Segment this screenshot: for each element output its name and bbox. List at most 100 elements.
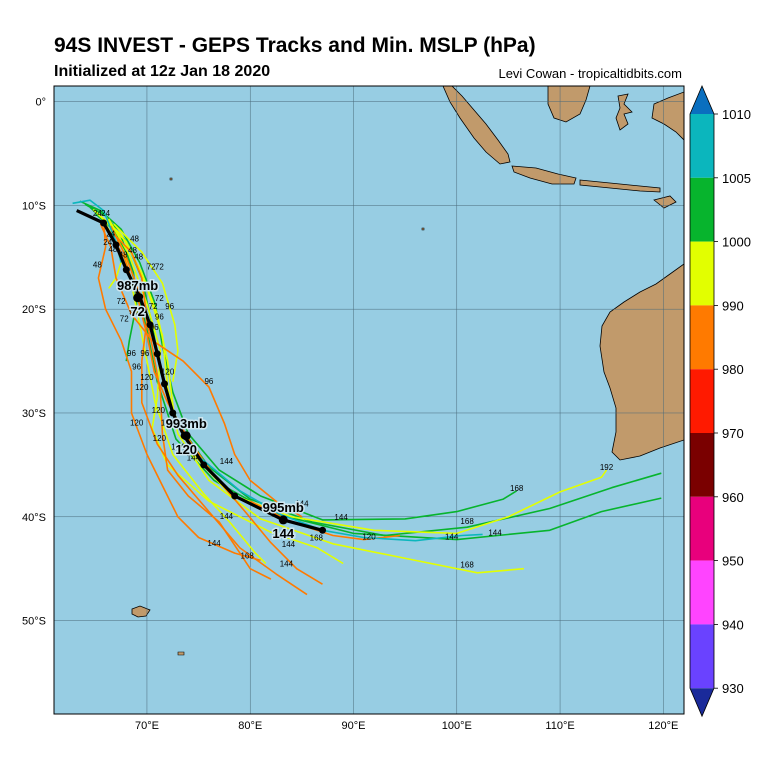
kerguelen-island — [131, 605, 151, 618]
forecast-hour-label: 168 — [460, 561, 474, 570]
colorbar-segment — [690, 305, 714, 370]
forecast-hour-label: 48 — [93, 261, 102, 270]
forecast-hour-label: 144 — [280, 560, 294, 569]
mean-track-point — [100, 219, 108, 227]
colorbar-segment — [690, 624, 714, 689]
colorbar-segment — [690, 114, 714, 178]
colorbar-segment — [690, 369, 714, 433]
forecast-hour-label: 144 — [207, 539, 221, 548]
colorbar-segment — [690, 560, 714, 625]
mean-track-marker — [278, 515, 288, 525]
borneo-landmass — [547, 86, 591, 123]
mean-track-point — [200, 461, 208, 469]
forecast-hour-label: 24 — [93, 209, 102, 218]
ocean-background — [54, 86, 684, 714]
forecast-hour-label: 120 — [161, 368, 175, 377]
forecast-hour-label: 96 — [150, 323, 159, 332]
forecast-hour-label: 96 — [129, 307, 138, 316]
heard-island — [177, 651, 185, 656]
lat-tick-label: 10°S — [22, 200, 46, 212]
colorbar-level-label: 1005 — [722, 171, 751, 186]
forecast-hour-label: 48 — [119, 250, 128, 259]
forecast-hour-label: 168 — [310, 534, 324, 543]
forecast-hour-label: 168 — [240, 551, 254, 560]
mean-track-point — [146, 321, 154, 329]
init-time-subtitle: Initialized at 12z Jan 18 2020 — [54, 63, 271, 80]
forecast-hour-label: 96 — [140, 349, 149, 358]
forecast-hour-label: 144 — [445, 533, 459, 542]
sulawesi-landmass — [615, 93, 633, 131]
forecast-hour-label: 72 — [147, 263, 156, 272]
colorbar-segment — [690, 433, 714, 497]
colorbar-level-label: 950 — [722, 554, 744, 569]
lat-tick-label: 20°S — [22, 304, 46, 316]
colorbar-segment — [690, 177, 714, 242]
colorbar-level-label: 940 — [722, 617, 744, 632]
colorbar-level-label: 1010 — [722, 107, 751, 122]
lat-tick-label: 0° — [35, 97, 46, 109]
axis-tick-labels: 70°E 80°E 90°E 100°E 110°E 120°E 0° 10°S 20°S 30°… — [22, 97, 678, 732]
colorbar-segment — [690, 241, 714, 306]
forecast-hour-label: 120 — [152, 406, 166, 415]
forecast-hour-label: 24 — [103, 238, 112, 247]
lon-tick-label: 100°E — [442, 720, 472, 732]
mean-track-line — [76, 209, 323, 532]
forecast-hour-label: 120 — [140, 373, 154, 382]
mean-hour-label: 120 — [175, 442, 197, 457]
forecast-hour-label: 72 — [155, 294, 164, 303]
mean-track-marker — [181, 431, 191, 441]
forecast-hour-label: 96 — [132, 362, 141, 371]
colorbar-level-label: 980 — [722, 362, 744, 377]
forecast-hour-label: 144 — [171, 442, 185, 451]
lon-tick-label: 70°E — [135, 720, 159, 732]
colorbar-labels: 1010 1005 1000 990 980 970 960 950 940 930 — [714, 107, 751, 696]
land-layer — [131, 86, 684, 656]
member-track-line — [110, 230, 308, 596]
lon-tick-label: 110°E — [545, 720, 574, 732]
mean-mslp-label: 993mb — [166, 416, 207, 431]
colorbar-level-label: 990 — [722, 298, 744, 313]
mean-hour-label: 72 — [130, 304, 144, 319]
colorbar-segment — [690, 496, 714, 561]
map-frame — [53, 85, 685, 715]
new-guinea-landmass — [651, 91, 684, 141]
graticule — [54, 86, 684, 714]
forecast-hour-label: 144 — [282, 540, 296, 549]
forecast-hour-label: 96 — [155, 313, 164, 322]
forecast-hour-label: 96 — [127, 349, 136, 358]
forecast-hour-label: 168 — [510, 484, 524, 493]
lat-tick-label: 40°S — [22, 512, 46, 524]
credit-text: Levi Cowan - tropicaltidbits.com — [498, 66, 682, 81]
forecast-hour-label: 120 — [362, 533, 376, 542]
member-track-line — [113, 223, 179, 382]
forecast-hour-label: 24 — [101, 209, 110, 218]
colorbar-level-label: 1000 — [722, 235, 751, 250]
forecast-hour-label: 24 — [106, 230, 115, 239]
forecast-hour-label: 48 — [128, 246, 137, 255]
lon-tick-label: 90°E — [342, 720, 366, 732]
member-track-line — [96, 213, 524, 574]
forecast-hour-label: 96 — [204, 377, 213, 386]
forecast-hour-label: 48 — [108, 245, 117, 254]
member-track-line — [97, 220, 261, 562]
forecast-hour-label: 144 — [488, 528, 502, 537]
forecast-hour-label: 120 — [161, 418, 175, 427]
lon-tick-label: 120°E — [648, 720, 678, 732]
forecast-hour-label: 192 — [600, 463, 614, 472]
mean-track-point — [153, 350, 161, 358]
member-track-line — [110, 225, 272, 580]
forecast-hour-label: 144 — [187, 454, 201, 463]
australia-landmass — [599, 263, 684, 461]
forecast-hour-label: 120 — [153, 434, 167, 443]
forecast-hour-label: 120 — [135, 383, 149, 392]
lat-tick-label: 50°S — [22, 616, 46, 628]
mean-track-point — [122, 266, 130, 274]
colorbar-level-label: 930 — [722, 681, 744, 696]
colorbar-level-label: 960 — [722, 490, 744, 505]
forecast-hour-label: 72 — [117, 297, 126, 306]
cocos-island — [169, 177, 173, 181]
forecast-hour-label: 72 — [155, 263, 164, 272]
